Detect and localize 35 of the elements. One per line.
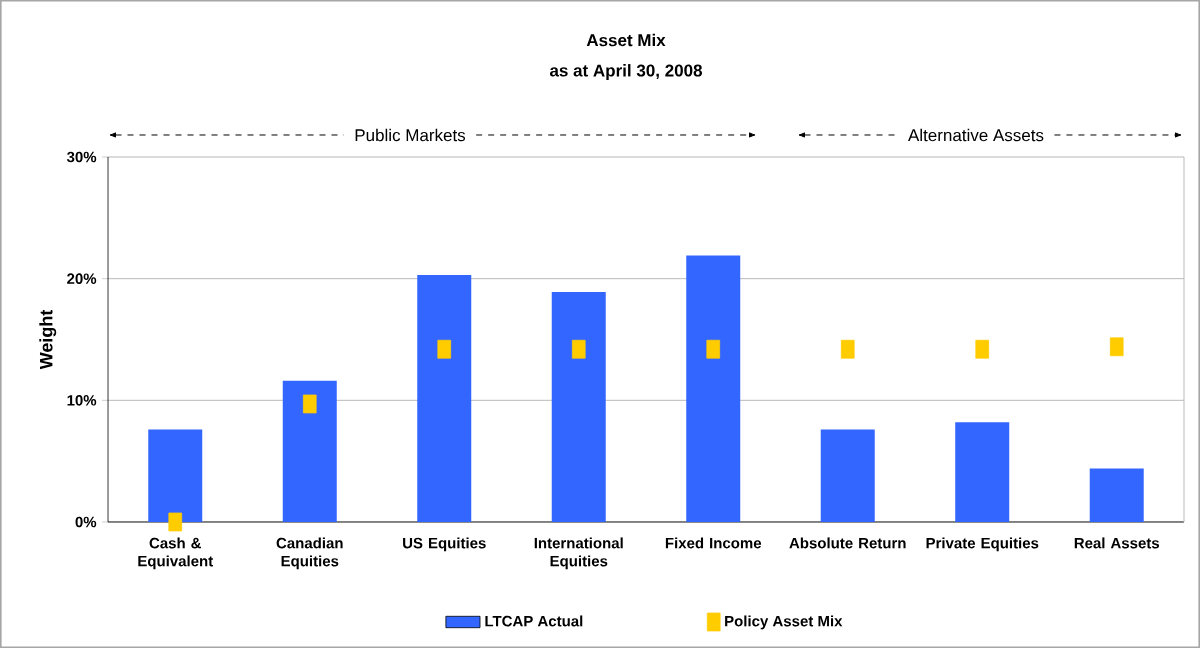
x-tick-label: Cash & Equivalent: [138, 537, 213, 570]
bar: [551, 292, 606, 522]
point: [975, 339, 990, 359]
bar: [282, 380, 337, 522]
bar: [1089, 468, 1144, 522]
legend-label: Policy Asset Mix: [725, 615, 843, 630]
y-tick-label: 20%: [67, 273, 97, 284]
x-tick-label: Real Assets: [1074, 537, 1160, 549]
x-tick-label: International Equities: [534, 537, 623, 570]
x-tick-label: Private Equities: [926, 537, 1039, 552]
x-tick-label: Fixed Income: [665, 537, 762, 549]
bar: [686, 255, 741, 522]
point: [571, 339, 586, 359]
point: [706, 339, 721, 359]
point: [168, 512, 183, 532]
bar: [820, 429, 875, 522]
x-tick-label: US Equities: [403, 537, 486, 552]
chart-subtitle: as at April 30, 2008: [549, 64, 703, 80]
point: [840, 339, 855, 359]
legend-label: LTCAP Actual: [485, 615, 583, 627]
y-tick-label: 0%: [75, 516, 97, 528]
point: [302, 394, 317, 414]
chart-title: Asset Mix: [586, 33, 666, 47]
text: Alternative Assets: [908, 128, 1044, 142]
bar: [417, 275, 472, 522]
y-tick-label: 30%: [66, 151, 97, 163]
bar: [955, 422, 1010, 522]
bar: [148, 429, 203, 522]
point: [1109, 337, 1124, 357]
x-tick-label: Canadian Equities: [276, 537, 343, 570]
y-axis-title: Weight: [39, 309, 57, 370]
text: Public Markets: [355, 128, 466, 142]
point: [437, 339, 452, 359]
y-tick-label: 10%: [67, 395, 97, 406]
x-tick-label: Absolute Return: [789, 537, 906, 549]
